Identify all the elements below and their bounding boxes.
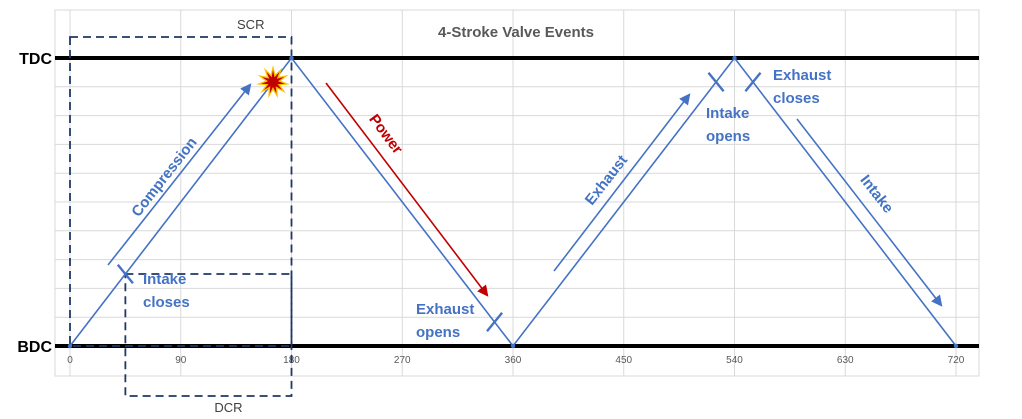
trace-point [289,55,294,61]
x-tick-label: 450 [615,355,632,366]
x-tick-label: 720 [948,355,965,366]
trace-point [732,55,737,61]
valve-event-label: closes [773,90,820,107]
valve-event-markers: Intake closes Exhaust opens Intake opens Exhau… [116,67,831,341]
trace-point [67,343,73,349]
plot-frame [54,9,980,377]
stroke-arrow [325,82,489,297]
explosion-icon [256,65,290,99]
x-tick-label: 540 [726,355,743,366]
x-tick-label: 360 [505,355,522,366]
x-tick-label: 630 [837,355,854,366]
valve-event-label: Exhaust [773,67,831,84]
valve-event-label: Intake [143,271,186,288]
compression-ratio-boxes: SCR DCR [69,17,293,415]
trace-point [510,343,516,349]
stroke-arrow [553,93,691,272]
bdc-label: BDC [17,339,52,356]
valve-event-tick [744,72,762,92]
valve-event-label: closes [143,294,190,311]
valve-event-tick [116,264,134,284]
explosion-inner [261,70,285,94]
valve-event-label: Exhaust [416,301,474,318]
x-tick-label: 270 [394,355,411,366]
valve-event-label: Intake [706,105,749,122]
stroke-arrow [796,118,943,307]
valve-event-tick [707,72,725,92]
chart-title: 4-Stroke Valve Events [438,24,594,41]
scr-label: SCR [237,17,264,32]
tdc-label: TDC [19,51,52,68]
gridlines [55,10,979,376]
valve-event-label: opens [706,128,750,145]
valve-event-tick [486,312,504,332]
trace-points [67,55,959,349]
trace-point [953,343,959,349]
dcr-label: DCR [214,400,242,415]
scr-box [69,36,293,347]
x-tick-label: 0 [67,355,73,366]
valve-event-label: opens [416,324,460,341]
x-tick-label: 90 [175,355,187,366]
stroke-arrow [107,83,252,266]
dcr-box [124,273,293,397]
